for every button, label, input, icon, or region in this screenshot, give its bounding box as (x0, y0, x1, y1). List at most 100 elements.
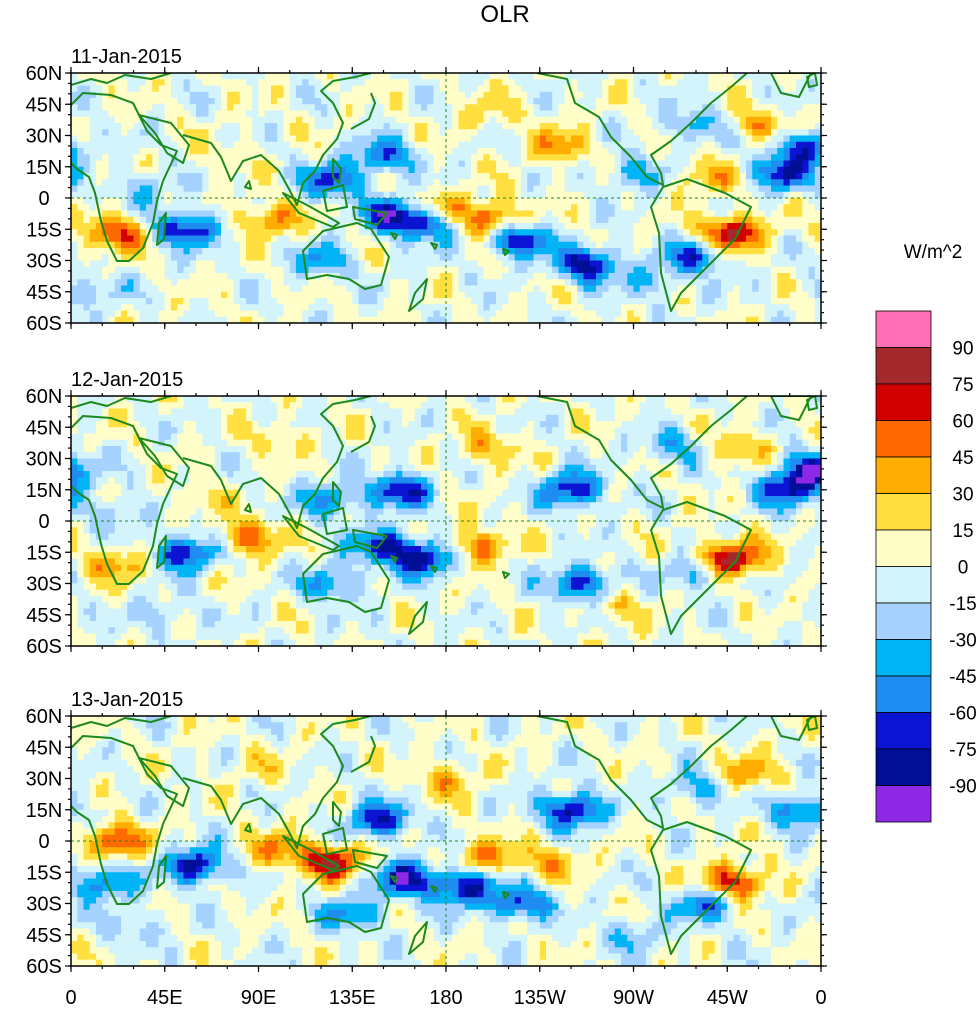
olr-cell (796, 285, 803, 293)
olr-cell (146, 254, 153, 262)
olr-cell (246, 73, 253, 80)
olr-cell (571, 298, 578, 305)
olr-cell (427, 73, 435, 80)
olr-cell (108, 216, 116, 224)
olr-cell (789, 148, 797, 155)
olr-cell (289, 248, 297, 255)
olr-cell (121, 279, 128, 287)
olr-cell (677, 185, 685, 193)
olr-cell (458, 154, 466, 162)
olr-cell (164, 216, 172, 224)
olr-cell (608, 104, 616, 112)
olr-cell (464, 285, 472, 293)
olr-cell (71, 316, 78, 323)
olr-cell (71, 248, 78, 255)
olr-cell (708, 129, 716, 137)
olr-cell (427, 223, 435, 230)
olr-cell (577, 185, 585, 193)
olr-cell (708, 73, 716, 80)
olr-cell (77, 216, 85, 224)
olr-cell (446, 135, 453, 143)
olr-cell (627, 173, 635, 180)
olr-cell (639, 310, 647, 318)
olr-cell (539, 235, 547, 243)
olr-cell (783, 273, 791, 280)
olr-cell (152, 185, 160, 193)
olr-cell (202, 166, 210, 174)
olr-cell (577, 241, 585, 249)
olr-cell (377, 204, 385, 212)
olr-cell (327, 135, 335, 143)
olr-cell (783, 173, 791, 180)
olr-cell (371, 85, 378, 93)
olr-cell (514, 179, 522, 187)
olr-cell (727, 79, 735, 87)
olr-cell (764, 148, 772, 155)
olr-cell (627, 198, 635, 205)
olr-cell (102, 116, 110, 124)
olr-cell (783, 198, 791, 205)
olr-cell (702, 285, 710, 293)
olr-cell (133, 279, 141, 287)
olr-cell (233, 91, 241, 99)
olr-cell (814, 204, 821, 212)
olr-cell (752, 266, 760, 274)
olr-cell (127, 248, 135, 255)
olr-cell (577, 123, 585, 130)
olr-cell (158, 285, 166, 293)
olr-cell (196, 396, 203, 403)
olr-cell (264, 204, 272, 212)
olr-cell (283, 204, 291, 212)
olr-cell (671, 198, 678, 205)
olr-cell (489, 116, 497, 124)
olr-cell (214, 104, 222, 112)
olr-cell (514, 254, 522, 262)
olr-cell (121, 204, 128, 212)
olr-cell (658, 116, 666, 124)
olr-cell (633, 154, 641, 162)
olr-cell (596, 235, 603, 243)
olr-cell (108, 266, 116, 274)
olr-cell (608, 310, 616, 318)
olr-cell (271, 173, 278, 180)
olr-cell (296, 104, 303, 112)
olr-cell (789, 129, 797, 137)
olr-cell (77, 229, 85, 237)
olr-cell (402, 104, 410, 112)
olr-cell (708, 154, 716, 162)
olr-cell (321, 148, 328, 155)
olr-cell (396, 110, 403, 118)
olr-cell (214, 160, 222, 168)
panel-date-label: 11-Jan-2015 (71, 46, 182, 68)
olr-cell (596, 160, 603, 168)
olr-cell (189, 185, 197, 193)
olr-cell (714, 216, 722, 224)
olr-cell (289, 141, 297, 149)
olr-cell (358, 148, 366, 155)
olr-cell (708, 216, 716, 224)
olr-cell (696, 254, 703, 262)
olr-cell (133, 154, 141, 162)
olr-cell (483, 185, 491, 193)
olr-cell (308, 166, 316, 174)
olr-cell (771, 91, 778, 99)
olr-cell (808, 248, 816, 255)
olr-cell (108, 173, 116, 180)
olr-cell (589, 79, 597, 87)
olr-cell (527, 310, 535, 318)
olr-cell (708, 135, 716, 143)
olr-cell (571, 179, 578, 187)
olr-cell (246, 148, 253, 155)
olr-cell (677, 135, 685, 143)
olr-cell (496, 241, 503, 249)
olr-cell (196, 235, 203, 243)
olr-cell (502, 291, 510, 299)
olr-cell (446, 210, 453, 218)
olr-cell (196, 123, 203, 130)
olr-cell (383, 110, 391, 118)
olr-cell (796, 160, 803, 168)
olr-cell (177, 173, 185, 180)
olr-cell (527, 285, 535, 293)
olr-cell (783, 248, 791, 255)
olr-cell (471, 273, 478, 280)
